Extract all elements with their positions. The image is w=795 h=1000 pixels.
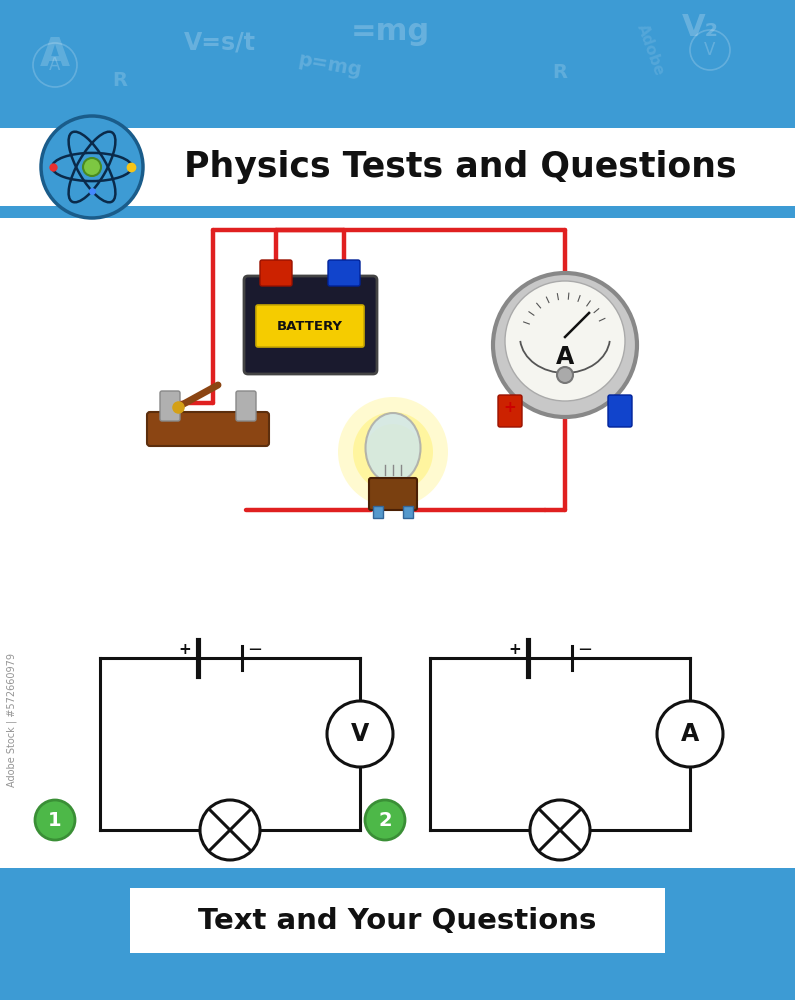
Circle shape: [657, 701, 723, 767]
Circle shape: [353, 412, 433, 492]
FancyBboxPatch shape: [0, 882, 795, 1000]
Text: +: +: [503, 399, 517, 414]
FancyBboxPatch shape: [244, 276, 377, 374]
FancyBboxPatch shape: [369, 478, 417, 510]
Circle shape: [557, 367, 573, 383]
FancyBboxPatch shape: [236, 391, 256, 421]
Circle shape: [530, 800, 590, 860]
Text: R: R: [113, 70, 127, 90]
Text: u: u: [473, 920, 487, 940]
FancyBboxPatch shape: [147, 412, 269, 446]
Text: −: −: [612, 397, 628, 416]
Ellipse shape: [366, 413, 421, 483]
FancyBboxPatch shape: [260, 260, 292, 286]
Circle shape: [365, 800, 405, 840]
FancyBboxPatch shape: [130, 888, 665, 953]
Text: −: −: [577, 641, 592, 659]
Text: BATTERY: BATTERY: [277, 320, 343, 334]
FancyBboxPatch shape: [0, 128, 795, 206]
Text: Physics Tests and Questions: Physics Tests and Questions: [184, 150, 736, 184]
Text: p=mg: p=mg: [297, 50, 363, 80]
FancyBboxPatch shape: [373, 506, 383, 518]
Text: R: R: [553, 62, 568, 82]
Circle shape: [493, 273, 637, 417]
Text: 2: 2: [378, 810, 392, 830]
FancyBboxPatch shape: [0, 648, 795, 868]
Text: V: V: [351, 722, 369, 746]
Text: Text and Your Questions: Text and Your Questions: [198, 907, 596, 935]
Text: A: A: [556, 345, 574, 369]
FancyBboxPatch shape: [608, 395, 632, 427]
Text: Adobe Stock | #572660979: Adobe Stock | #572660979: [6, 653, 17, 787]
FancyBboxPatch shape: [160, 391, 180, 421]
Circle shape: [338, 397, 448, 507]
FancyBboxPatch shape: [0, 0, 795, 130]
Circle shape: [365, 424, 421, 480]
FancyBboxPatch shape: [256, 305, 364, 347]
FancyBboxPatch shape: [0, 868, 795, 882]
FancyBboxPatch shape: [0, 206, 795, 218]
Text: V=s/t: V=s/t: [184, 30, 256, 54]
Text: V₂: V₂: [681, 13, 719, 42]
Text: +: +: [179, 643, 192, 658]
FancyBboxPatch shape: [403, 506, 413, 518]
Circle shape: [505, 281, 625, 401]
Text: +: +: [509, 643, 522, 658]
FancyBboxPatch shape: [498, 395, 522, 427]
Text: −: −: [247, 641, 262, 659]
Text: →: →: [339, 933, 360, 957]
Circle shape: [200, 800, 260, 860]
Text: Adobe: Adobe: [634, 22, 666, 78]
Text: 1: 1: [48, 810, 62, 830]
Ellipse shape: [41, 116, 143, 218]
Circle shape: [83, 158, 101, 176]
FancyBboxPatch shape: [328, 260, 360, 286]
Text: A: A: [49, 56, 60, 74]
Text: =mg: =mg: [351, 17, 429, 46]
Text: A: A: [40, 36, 70, 74]
Circle shape: [327, 701, 393, 767]
Text: F=mg: F=mg: [145, 930, 214, 950]
Circle shape: [35, 800, 75, 840]
Text: A: A: [681, 722, 699, 746]
FancyBboxPatch shape: [0, 218, 795, 648]
Text: p=m/V: p=m/V: [581, 930, 659, 950]
Text: V: V: [704, 41, 716, 59]
